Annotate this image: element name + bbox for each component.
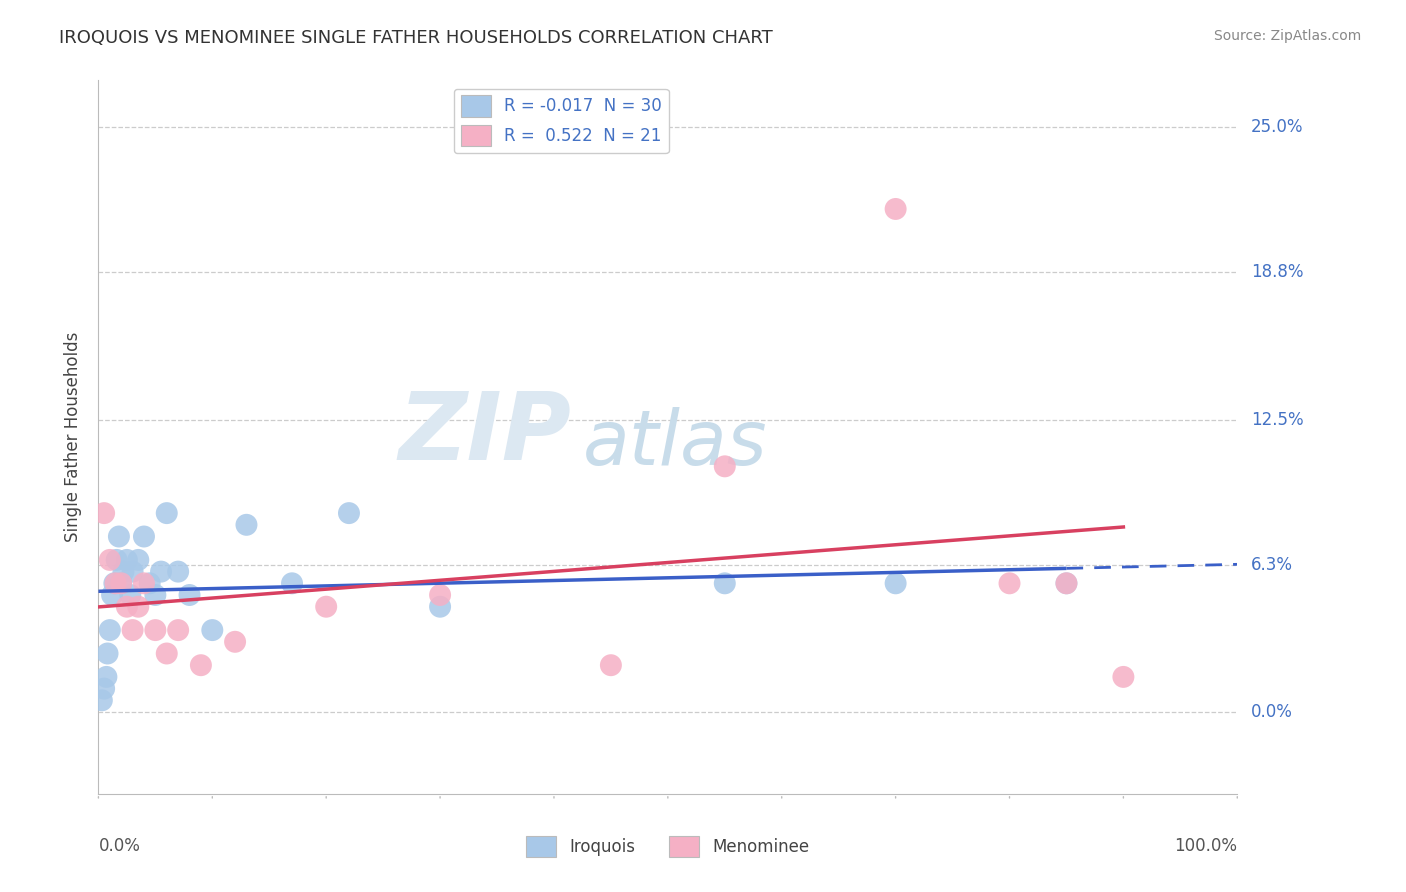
Point bbox=[315, 599, 337, 614]
Point bbox=[337, 506, 360, 520]
Point bbox=[714, 576, 737, 591]
Point bbox=[998, 576, 1021, 591]
Point bbox=[103, 576, 125, 591]
Point bbox=[156, 647, 179, 661]
Point bbox=[1112, 670, 1135, 684]
Point bbox=[121, 565, 143, 579]
Point bbox=[138, 576, 160, 591]
Point bbox=[190, 658, 212, 673]
Point bbox=[884, 576, 907, 591]
Text: 0.0%: 0.0% bbox=[1251, 703, 1294, 721]
Point bbox=[167, 565, 190, 579]
Point bbox=[93, 506, 115, 520]
Text: 25.0%: 25.0% bbox=[1251, 118, 1303, 136]
Point bbox=[132, 529, 155, 543]
Point bbox=[145, 623, 167, 637]
Text: 6.3%: 6.3% bbox=[1251, 556, 1294, 574]
Point bbox=[96, 647, 118, 661]
Point bbox=[112, 565, 135, 579]
Point bbox=[235, 517, 257, 532]
Point bbox=[1056, 576, 1078, 591]
Text: atlas: atlas bbox=[582, 408, 766, 481]
Point bbox=[884, 202, 907, 216]
Point bbox=[600, 658, 623, 673]
Point bbox=[93, 681, 115, 696]
Point bbox=[110, 576, 132, 591]
Point bbox=[201, 623, 224, 637]
Point bbox=[96, 670, 118, 684]
Text: 12.5%: 12.5% bbox=[1251, 410, 1303, 428]
Point bbox=[110, 576, 132, 591]
Legend: Iroquois, Menominee: Iroquois, Menominee bbox=[520, 830, 815, 864]
Point bbox=[105, 553, 128, 567]
Text: 100.0%: 100.0% bbox=[1174, 837, 1237, 855]
Y-axis label: Single Father Households: Single Father Households bbox=[63, 332, 82, 542]
Point bbox=[127, 599, 149, 614]
Point bbox=[108, 529, 131, 543]
Point bbox=[104, 576, 127, 591]
Point bbox=[120, 588, 142, 602]
Text: ZIP: ZIP bbox=[398, 387, 571, 480]
Point bbox=[281, 576, 304, 591]
Point bbox=[156, 506, 179, 520]
Point bbox=[145, 588, 167, 602]
Text: Source: ZipAtlas.com: Source: ZipAtlas.com bbox=[1213, 29, 1361, 43]
Point bbox=[132, 576, 155, 591]
Text: IROQUOIS VS MENOMINEE SINGLE FATHER HOUSEHOLDS CORRELATION CHART: IROQUOIS VS MENOMINEE SINGLE FATHER HOUS… bbox=[59, 29, 773, 46]
Point bbox=[115, 553, 138, 567]
Point bbox=[429, 599, 451, 614]
Point bbox=[98, 623, 121, 637]
Text: 0.0%: 0.0% bbox=[98, 837, 141, 855]
Point bbox=[98, 553, 121, 567]
Point bbox=[150, 565, 173, 579]
Point bbox=[101, 588, 124, 602]
Point bbox=[1056, 576, 1078, 591]
Point bbox=[90, 693, 112, 707]
Point bbox=[429, 588, 451, 602]
Point bbox=[127, 553, 149, 567]
Point bbox=[115, 599, 138, 614]
Text: 18.8%: 18.8% bbox=[1251, 263, 1303, 281]
Point bbox=[167, 623, 190, 637]
Point bbox=[121, 623, 143, 637]
Point bbox=[714, 459, 737, 474]
Point bbox=[179, 588, 201, 602]
Point bbox=[224, 635, 246, 649]
